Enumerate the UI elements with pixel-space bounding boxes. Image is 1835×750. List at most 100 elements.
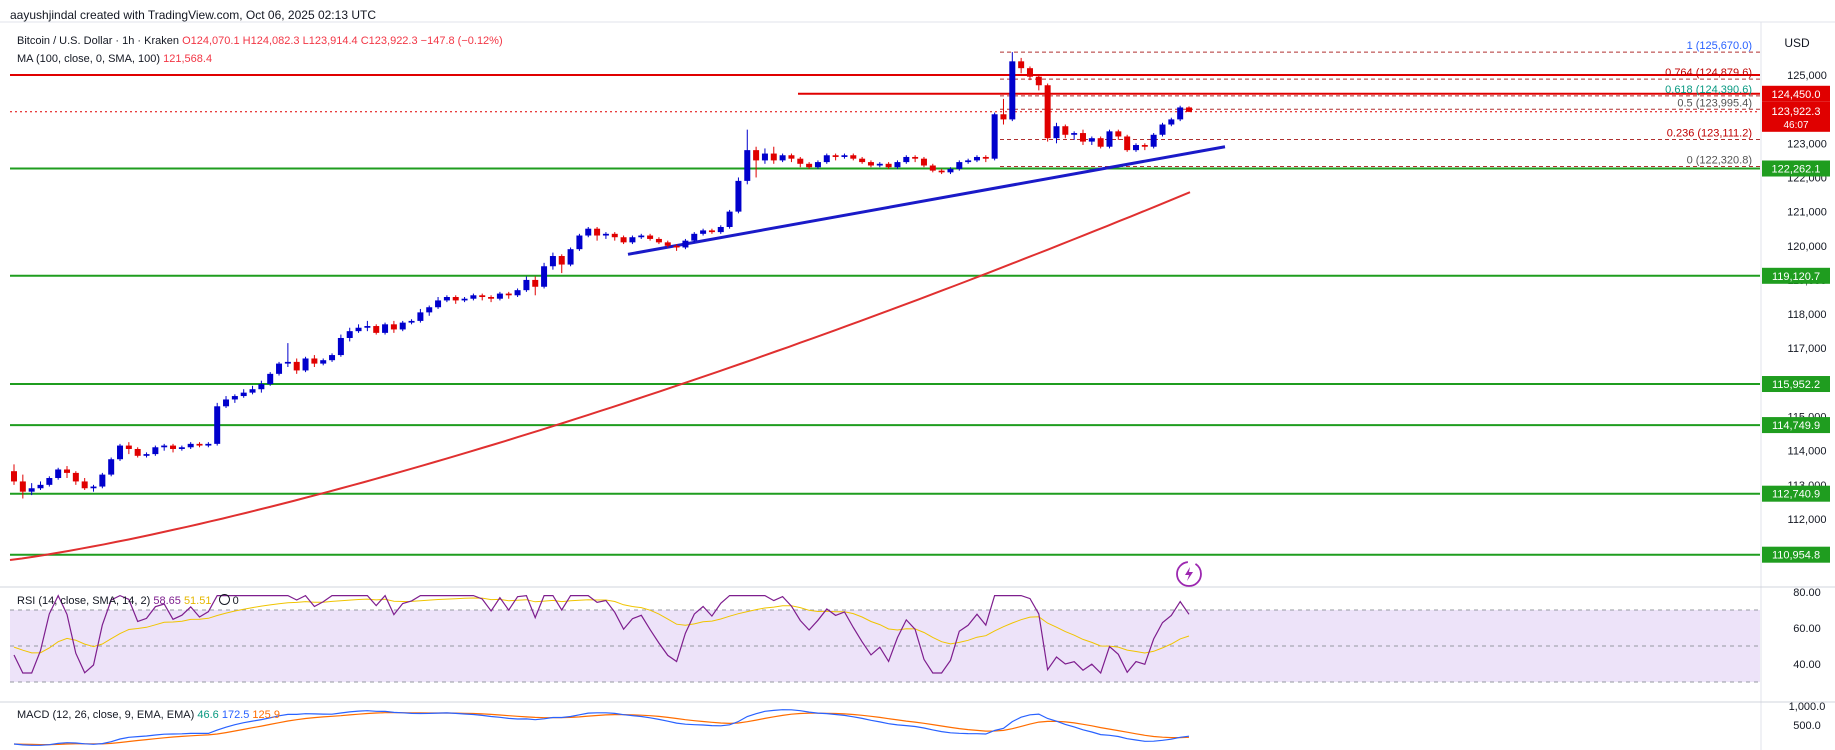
rsi-legend[interactable]: RSI (14, close, SMA, 14, 2) 58.65 51.51 … bbox=[17, 594, 239, 607]
low-value: L123,914.4 bbox=[302, 35, 358, 47]
candle-body bbox=[284, 361, 291, 364]
candle-body bbox=[399, 322, 406, 330]
candle-body bbox=[726, 211, 733, 227]
support-price-label: 110,954.8 bbox=[1772, 550, 1820, 562]
candle-body bbox=[611, 233, 618, 238]
candle-body bbox=[11, 471, 17, 482]
candle-body bbox=[1053, 126, 1060, 139]
candle-body bbox=[549, 256, 556, 267]
candle-body bbox=[443, 297, 450, 301]
symbol-name: Bitcoin / U.S. Dollar · 1h · Kraken bbox=[17, 35, 180, 47]
candle-body bbox=[912, 156, 919, 159]
support-price-badge bbox=[1762, 160, 1830, 177]
fibonacci-retracement[interactable]: 1 (125,670.0) 0.764 (124,879.6) 0.618 (124… bbox=[1000, 40, 1760, 168]
countdown-label: 46:07 bbox=[1783, 120, 1808, 131]
candle-body bbox=[205, 443, 212, 446]
replay-icon[interactable] bbox=[1175, 560, 1203, 588]
candle-body bbox=[249, 389, 256, 393]
support-price-label: 112,740.9 bbox=[1772, 489, 1820, 501]
candle-body bbox=[170, 445, 177, 449]
candles bbox=[11, 52, 1192, 499]
support-price-badge bbox=[1762, 485, 1830, 502]
price-tick-label: 121,000 bbox=[1787, 207, 1827, 219]
candle-body bbox=[1097, 138, 1104, 147]
candle-body bbox=[982, 156, 989, 159]
candle-body bbox=[1035, 76, 1042, 86]
moving-average-line bbox=[9, 191, 1191, 561]
candle-body bbox=[1062, 126, 1069, 135]
trendline[interactable] bbox=[627, 145, 1226, 256]
candle-body bbox=[770, 153, 777, 161]
candle-body bbox=[514, 290, 521, 296]
rsi-tick-label: 60.00 bbox=[1793, 623, 1821, 635]
candle-body bbox=[46, 478, 53, 485]
candle-body bbox=[814, 162, 821, 168]
support-price-label: 115,952.2 bbox=[1772, 379, 1820, 391]
candle-body bbox=[64, 469, 71, 473]
candle-body bbox=[1115, 131, 1122, 137]
candle-body bbox=[885, 163, 892, 168]
price-tick-label: 112,000 bbox=[1788, 514, 1827, 526]
candle-body bbox=[479, 295, 486, 297]
candle-body bbox=[161, 445, 168, 448]
rsi-tick-label: 80.00 bbox=[1793, 587, 1821, 599]
rsi-sma-line bbox=[13, 597, 1190, 654]
candle-body bbox=[134, 448, 141, 456]
support-price-badge bbox=[1762, 546, 1830, 563]
candle-body bbox=[470, 295, 477, 299]
price-axis[interactable]: 112,000113,000114,000115,000116,000117,0… bbox=[1762, 70, 1830, 732]
candle-body bbox=[178, 447, 185, 449]
current-price-badge bbox=[1762, 101, 1830, 132]
macd-legend[interactable]: MACD (12, 26, close, 9, EMA, EMA) 46.6 1… bbox=[17, 709, 280, 721]
candle-body bbox=[567, 249, 574, 265]
candle-body bbox=[223, 399, 230, 407]
current-price-label: 123,922.3 bbox=[1772, 106, 1821, 118]
horizontal-levels bbox=[10, 74, 1760, 556]
candle-body bbox=[806, 163, 813, 168]
candle-body bbox=[1026, 68, 1033, 77]
candle-body bbox=[1009, 61, 1016, 120]
support-price-label: 119,120.7 bbox=[1772, 271, 1820, 283]
candle-body bbox=[1177, 107, 1184, 120]
candle-body bbox=[461, 298, 468, 301]
eye-icon[interactable] bbox=[218, 594, 230, 605]
macd-label: MACD (12, 26, close, 9, EMA, EMA) bbox=[17, 709, 195, 721]
candle-body bbox=[329, 355, 336, 361]
candle-body bbox=[417, 312, 424, 321]
candle-body bbox=[1079, 133, 1086, 142]
support-price-badge bbox=[1762, 267, 1830, 284]
ma-100-line bbox=[9, 191, 1191, 561]
candle-body bbox=[276, 363, 283, 374]
rsi-band bbox=[10, 609, 1760, 683]
support-price-label: 122,262.1 bbox=[1772, 164, 1821, 176]
candle-body bbox=[488, 297, 495, 299]
candle-body bbox=[629, 237, 636, 243]
rsi-indicator bbox=[13, 594, 1190, 675]
rsi-line bbox=[13, 594, 1190, 675]
candle-body bbox=[320, 360, 327, 364]
candle-body bbox=[991, 114, 998, 159]
macd-tick-label: 500.0 bbox=[1793, 720, 1821, 732]
candle-body bbox=[37, 484, 44, 489]
candle-body bbox=[408, 320, 415, 323]
candle-body bbox=[594, 228, 601, 236]
price-tick-label: 118,000 bbox=[1788, 309, 1827, 321]
candle-body bbox=[143, 454, 150, 456]
price-tick-label: 120,000 bbox=[1787, 241, 1827, 253]
close-value: C123,922.3 bbox=[360, 35, 418, 47]
symbol-legend[interactable]: Bitcoin / U.S. Dollar · 1h · Kraken O124… bbox=[17, 35, 503, 47]
candle-body bbox=[744, 150, 751, 181]
candle-body bbox=[1141, 145, 1148, 147]
candle-body bbox=[753, 150, 760, 161]
candle-body bbox=[390, 324, 397, 330]
fib-level-label: 0.618 (124,390.6) bbox=[1665, 84, 1752, 96]
candle-body bbox=[152, 447, 159, 455]
price-tick-label: 117,000 bbox=[1788, 343, 1827, 355]
macd-indicator bbox=[13, 709, 1190, 746]
candle-body bbox=[196, 443, 203, 446]
resistance-price-badge bbox=[1762, 85, 1830, 102]
candle-body bbox=[452, 297, 459, 301]
ma-legend[interactable]: MA (100, close, 0, SMA, 100) 121,568.4 bbox=[17, 53, 212, 65]
currency-label[interactable]: USD bbox=[1784, 36, 1810, 50]
